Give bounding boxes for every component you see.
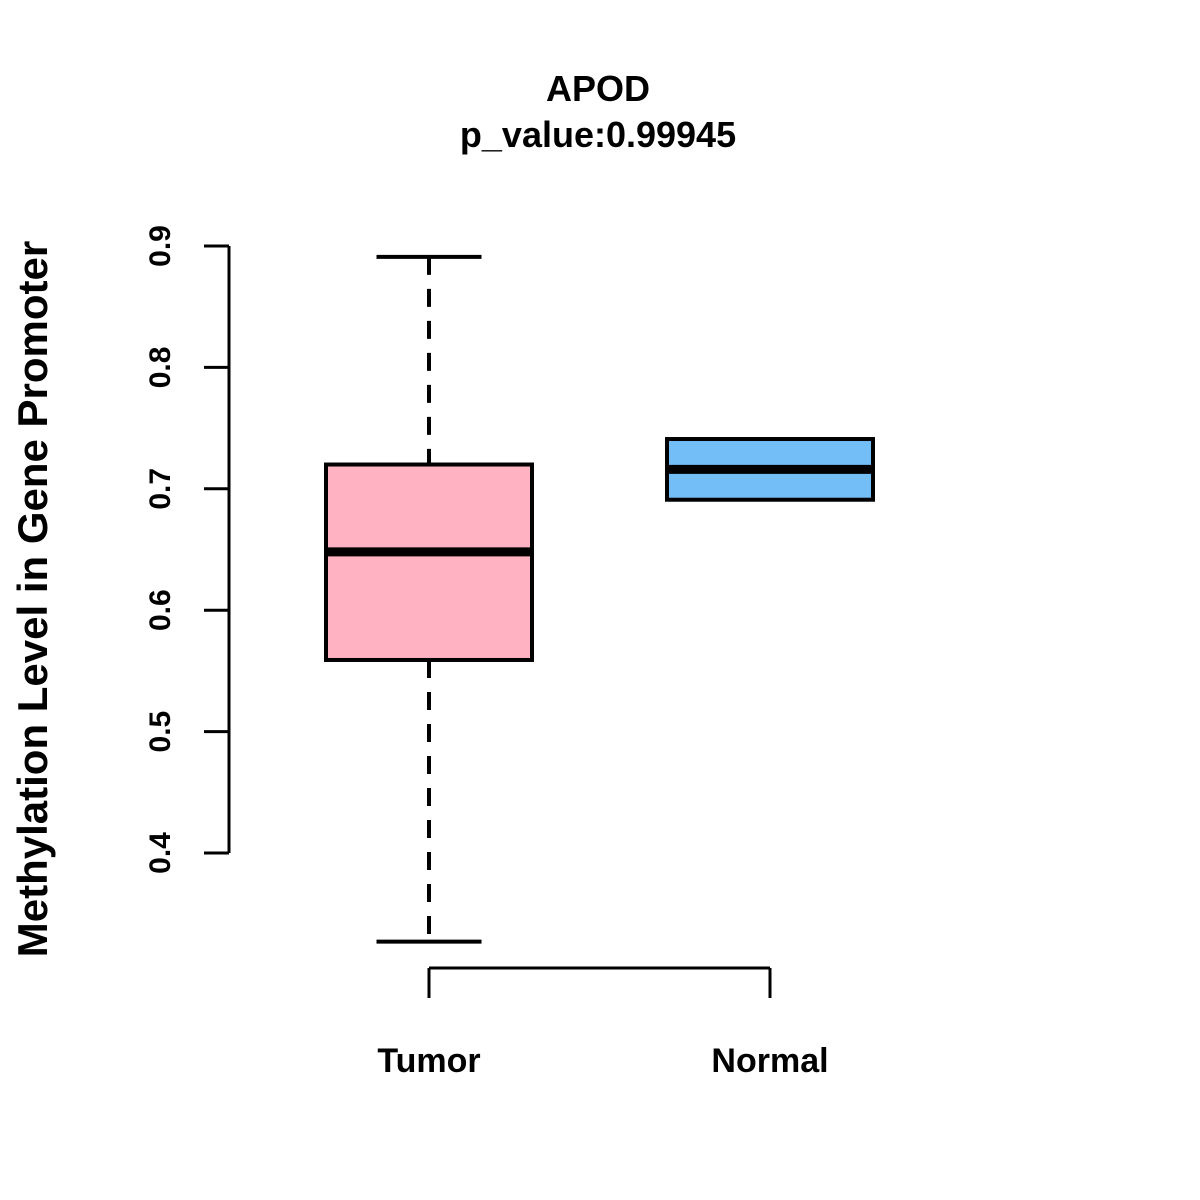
y-tick-label: 0.5 bbox=[144, 711, 177, 753]
chart-subtitle: p_value:0.99945 bbox=[459, 114, 737, 155]
chart-title: APOD bbox=[545, 68, 650, 109]
category-label-normal: Normal bbox=[711, 1042, 828, 1080]
category-label-tumor: Tumor bbox=[377, 1042, 480, 1080]
y-tick-label: 0.9 bbox=[144, 225, 177, 267]
y-tick-label: 0.4 bbox=[144, 832, 177, 874]
y-tick-label: 0.8 bbox=[144, 347, 177, 389]
y-tick-label: 0.6 bbox=[144, 589, 177, 631]
y-tick-label: 0.7 bbox=[144, 468, 177, 510]
title-block: APOD p_value:0.99945 bbox=[0, 66, 1196, 158]
box-tumor bbox=[324, 462, 534, 662]
